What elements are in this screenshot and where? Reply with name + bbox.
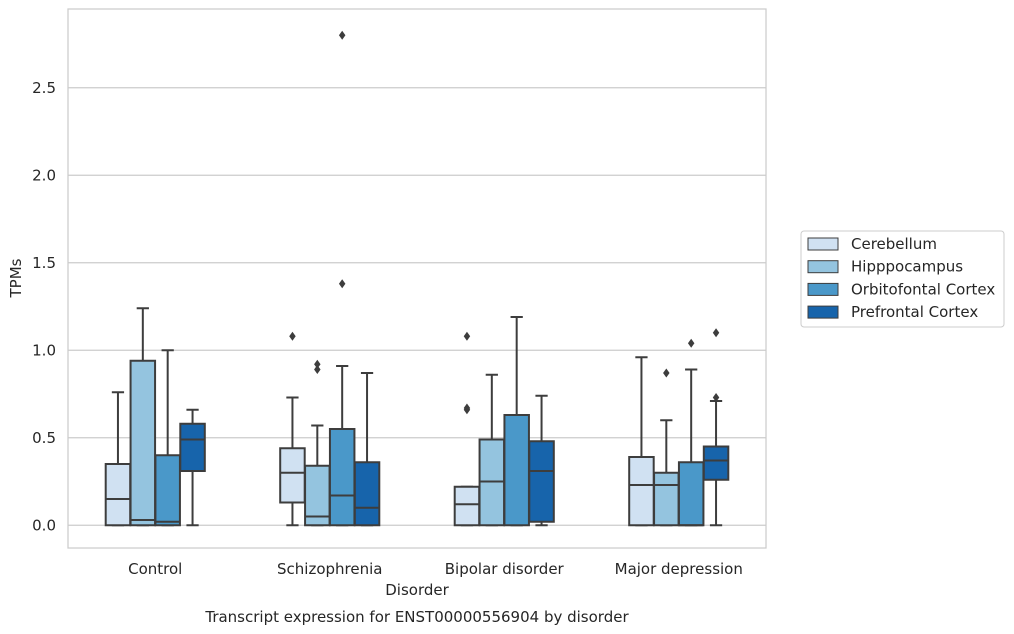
outlier-point	[289, 331, 296, 341]
box-iqr	[179, 422, 206, 472]
box-iqr	[104, 463, 132, 527]
box-hipppocampus	[478, 373, 506, 527]
box-prefrontal-cortex	[179, 408, 206, 527]
box-cerebellum	[453, 331, 481, 527]
legend: Cerebellum Hipppocampus Orbitofontal Corte…	[800, 230, 1005, 328]
outlier-point	[463, 403, 471, 413]
box-orbitofontal-cortex	[154, 349, 181, 527]
legend-label: Hipppocampus	[851, 258, 963, 276]
box-iqr	[702, 445, 730, 481]
legend-swatch	[807, 260, 839, 274]
box-iqr	[677, 461, 705, 527]
legend-frame	[800, 230, 1005, 328]
legend-item: Cerebellum	[807, 235, 937, 253]
box-iqr	[328, 428, 356, 527]
y-axis-label: TPMs	[7, 258, 25, 298]
y-tick-label: 1.0	[32, 341, 56, 359]
box-iqr	[503, 414, 530, 527]
legend-label: Orbitofontal Cortex	[851, 280, 995, 298]
chart-caption: Transcript expression for ENST0000055690…	[204, 608, 629, 626]
x-tick-label: Bipolar disorder	[445, 560, 565, 578]
outlier-point	[463, 331, 471, 341]
box-cerebellum	[279, 331, 306, 527]
x-tick-label: Major depression	[615, 560, 743, 578]
box-prefrontal-cortex	[528, 394, 555, 527]
legend-swatch	[807, 305, 839, 319]
box-iqr	[154, 454, 181, 527]
x-tick-labels: Control Schizophrenia Bipolar disorder Majo…	[128, 560, 743, 578]
legend-item: Orbitofontal Cortex	[807, 280, 995, 298]
box-orbitofontal-cortex	[328, 30, 356, 527]
box-iqr	[353, 461, 381, 527]
box-iqr	[628, 456, 655, 527]
outlier-point	[687, 338, 695, 348]
box-iqr	[129, 359, 157, 527]
x-tick-label: Control	[128, 560, 182, 578]
legend-item: Hipppocampus	[807, 258, 963, 276]
box-prefrontal-cortex	[353, 372, 381, 527]
legend-label: Prefrontal Cortex	[851, 303, 978, 321]
box-hipppocampus	[129, 307, 157, 527]
x-tick-label: Schizophrenia	[277, 560, 382, 578]
box-orbitofontal-cortex	[677, 338, 705, 527]
outlier-point	[712, 393, 720, 402]
x-axis-label: Disorder	[385, 581, 449, 599]
box-cerebellum	[628, 356, 655, 527]
box-orbitofontal-cortex	[503, 316, 530, 527]
box-plot-groups	[104, 30, 730, 527]
y-tick-labels: 0.0 0.5 1.0 1.5 2.0 2.5	[32, 79, 56, 535]
legend-item: Prefrontal Cortex	[807, 303, 978, 321]
box-prefrontal-cortex	[702, 328, 730, 527]
outlier-point	[338, 30, 346, 40]
outlier-point	[663, 368, 670, 378]
legend-swatch	[807, 237, 839, 251]
box-cerebellum	[104, 391, 132, 527]
y-tick-label: 2.5	[32, 79, 56, 97]
plot-area-frame	[67, 8, 767, 549]
y-tick-label: 0.0	[32, 516, 56, 534]
outlier-point	[314, 365, 321, 374]
box-hipppocampus	[653, 368, 680, 527]
y-tick-label: 0.5	[32, 429, 56, 447]
legend-label: Cerebellum	[851, 235, 937, 253]
box-iqr	[653, 471, 680, 527]
y-tick-label: 2.0	[32, 166, 56, 184]
outlier-point	[338, 279, 346, 289]
legend-swatch	[807, 282, 839, 296]
outlier-point	[712, 328, 720, 338]
box-iqr	[453, 485, 481, 527]
box-hipppocampus	[304, 359, 331, 527]
outlier-point	[314, 359, 321, 369]
y-tick-label: 1.5	[32, 254, 56, 272]
box-iqr	[279, 447, 306, 504]
box-iqr	[528, 440, 555, 523]
